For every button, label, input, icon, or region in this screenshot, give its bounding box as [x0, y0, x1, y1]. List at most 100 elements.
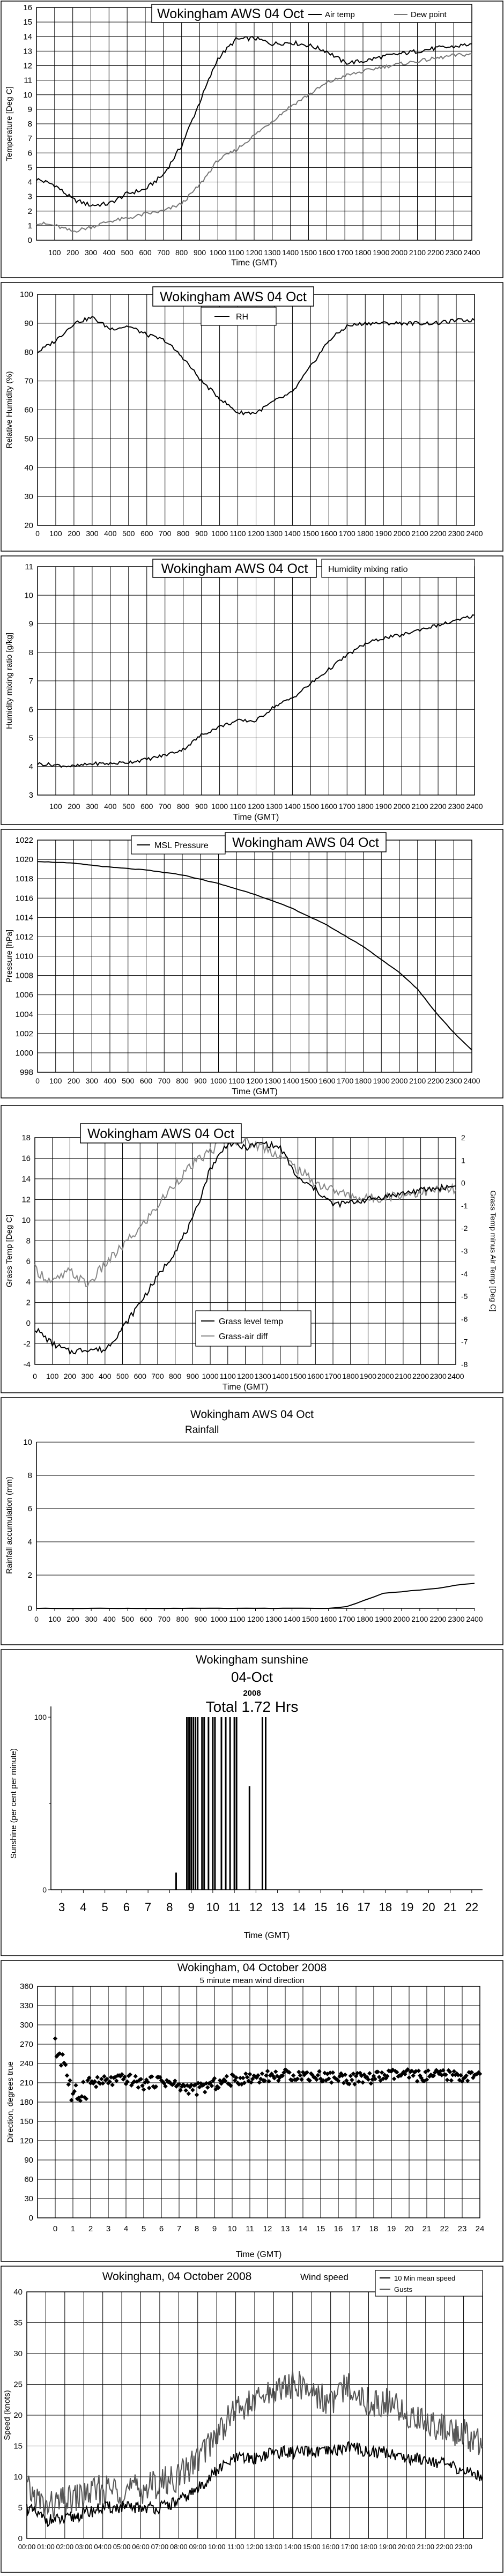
- x-tick-label: 14: [299, 2224, 308, 2233]
- x-tick-label: 11: [228, 1901, 241, 1914]
- x-tick-label: 0: [35, 1077, 40, 1085]
- plot-area-frame: [37, 1986, 480, 2218]
- chart-border: [1, 1960, 503, 2262]
- wind-direction-point: [444, 2077, 450, 2082]
- y-tick-label: 1006: [16, 991, 33, 1000]
- x-tick-label: 2: [88, 2224, 93, 2233]
- x-tick-label: 1900: [375, 1615, 391, 1623]
- x-tick-label: 21: [423, 2224, 432, 2233]
- wind-direction-point: [299, 2077, 304, 2082]
- x-tick-label: 13:00: [265, 2543, 283, 2551]
- wind-direction-point: [196, 2081, 201, 2085]
- x-tick-label: 1300: [265, 1615, 282, 1623]
- x-tick-label: 500: [122, 529, 135, 538]
- y-tick-label: 998: [20, 1068, 33, 1077]
- x-tick-label: 2400: [463, 1077, 480, 1085]
- x-tick-label: 17:00: [341, 2543, 359, 2551]
- sunshine-bar: [229, 1717, 231, 1890]
- y-tick-label: 9: [28, 105, 32, 114]
- x-tick-label: 2200: [430, 529, 447, 538]
- x-tick-label: 2200: [429, 1615, 446, 1623]
- x-tick-label: 1300: [266, 529, 283, 538]
- y-axis-label: Sunshine (per cent per minute): [9, 1748, 18, 1859]
- rainfall-line: [36, 1583, 475, 1609]
- x-tick-label: 1500: [301, 1077, 317, 1085]
- y-tick-label: 60: [24, 406, 33, 415]
- chart-title: Wokingham AWS 04 Oct: [232, 835, 379, 850]
- x-tick-label: 1400: [284, 529, 301, 538]
- x-tick-label: 700: [151, 1372, 164, 1380]
- x-tick-label: 2000: [394, 529, 410, 538]
- x-tick-label: 13: [281, 2224, 290, 2233]
- x-tick-label: 22:00: [436, 2543, 454, 2551]
- x-tick-label: 1100: [229, 1615, 245, 1623]
- y-tick-label: 15: [13, 2442, 23, 2451]
- title-box: [225, 832, 387, 852]
- x-tick-label: 3: [106, 2224, 110, 2233]
- sunshine-bar: [197, 1717, 199, 1890]
- legend-box: [195, 1310, 312, 1347]
- y-tick-label: 5: [18, 2504, 23, 2513]
- y-tick-label: 11: [24, 76, 32, 85]
- x-tick-label: 300: [86, 802, 99, 811]
- y-tick-label: 14: [21, 1175, 31, 1184]
- y-tick-label: 10: [21, 1216, 31, 1225]
- y-tick-label: 0: [42, 1885, 47, 1894]
- y-tick-label: 1008: [16, 971, 33, 981]
- title-box: [152, 559, 317, 578]
- x-tick-label: 3: [58, 1901, 65, 1914]
- y-tick-label: 5: [29, 734, 33, 743]
- year-label: 2008: [243, 1689, 261, 1698]
- wind-direction-point: [326, 2076, 331, 2081]
- x-tick-label: 1800: [342, 1372, 359, 1380]
- y-tick-label: 12: [23, 62, 32, 71]
- sunshine-bar: [248, 1786, 250, 1890]
- x-tick-label: 1400: [282, 248, 299, 257]
- x-tick-label: 400: [104, 529, 117, 538]
- y-axis-label: Speed (knots): [3, 2390, 12, 2440]
- y-tick-label: 14: [23, 32, 32, 41]
- legend-label-grass-level-temp: Grass level temp: [219, 1317, 283, 1326]
- x-tick-label: 21:00: [417, 2543, 434, 2551]
- msl-pressure-chart: 9981000100210041006100810101012101410161…: [1, 829, 503, 1098]
- x-tick-label: 1: [71, 2224, 75, 2233]
- y-tick-label: 2: [28, 207, 32, 216]
- x-tick-label: 2300: [446, 1077, 462, 1085]
- x-tick-label: 1600: [321, 802, 337, 811]
- x-tick-label: 6: [159, 2224, 164, 2233]
- y-tick-label: 100: [34, 1713, 47, 1721]
- x-tick-label: 2300: [446, 248, 462, 257]
- chart-title: Wokingham, 04 October 2008: [177, 1962, 327, 1974]
- x-tick-label: 2000: [393, 1615, 410, 1623]
- wind-direction-point: [98, 2081, 103, 2086]
- y-tick-label: 20: [13, 2411, 23, 2420]
- total-label: Total 1.72 Hrs: [206, 1698, 299, 1715]
- x-tick-label: 200: [64, 1372, 77, 1380]
- legend-box: [375, 2270, 483, 2297]
- y-axis-label: Direction, degrees true: [6, 2061, 15, 2143]
- x-tick-label: 2200: [430, 802, 447, 811]
- x-tick-label: 200: [68, 1077, 80, 1085]
- x-tick-label: 100: [48, 1615, 61, 1623]
- chart-panel-mixing-ratio: 3 4 5 6 7 8 9 10 11 100 200 300 400 500 600 700 800 900 10…: [0, 555, 504, 826]
- y2-tick-label: -2: [461, 1224, 468, 1233]
- y2-axis-label: Grass Temp minus Air Temp [Deg C]: [489, 1191, 498, 1312]
- x-tick-label: 300: [86, 529, 99, 538]
- x-tick-label: 13: [271, 1901, 284, 1914]
- chart-panel-grass-temp: -4 -2 0 2 4 6 8 10 12 14 16 18 0 100 200 300 400 500 600 70…: [0, 1104, 504, 1394]
- y2-tick-label: -4: [461, 1270, 468, 1278]
- chart-panel-rainfall: 0 2 4 6 8 10 0 100 200 300 400 500 600 700 800 900 1000 1…: [0, 1397, 504, 1646]
- x-tick-label: 1800: [357, 1615, 373, 1623]
- x-tick-label: 23: [458, 2224, 467, 2233]
- legend-label-grass-air-diff: Grass-air diff: [219, 1332, 268, 1341]
- legend-box: [201, 307, 277, 326]
- x-tick-label: 400: [103, 1615, 116, 1623]
- y-axis-label: Grass Temp [Deg C]: [5, 1215, 14, 1288]
- x-tick-label: 300: [86, 1077, 99, 1085]
- grass-level-temp-line: [34, 1140, 456, 1355]
- x-tick-label: 1500: [302, 802, 319, 811]
- chart-border: [1, 282, 503, 552]
- x-tick-label: 17: [357, 1901, 370, 1914]
